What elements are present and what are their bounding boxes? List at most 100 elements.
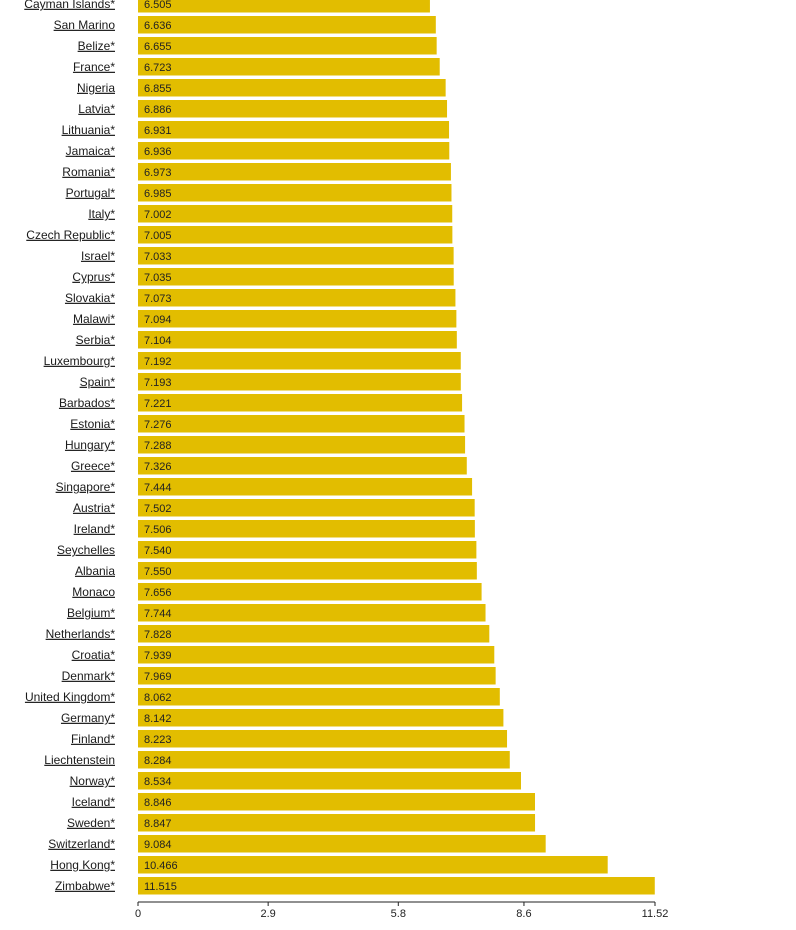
bar <box>138 877 655 895</box>
country-link[interactable]: San Marino <box>54 18 116 32</box>
country-link[interactable]: United Kingdom* <box>25 690 115 704</box>
country-link[interactable]: Czech Republic* <box>26 228 115 242</box>
bar <box>138 373 461 391</box>
bar <box>138 226 453 244</box>
bar-value-label: 8.142 <box>144 713 172 725</box>
bar-value-label: 7.502 <box>144 503 172 515</box>
country-link[interactable]: Belgium* <box>67 606 115 620</box>
country-labels-group[interactable]: Cayman Islands* San Marino Belize* France* N… <box>24 0 115 893</box>
bar-value-label: 10.466 <box>144 860 178 872</box>
country-link[interactable]: Cayman Islands* <box>24 0 115 11</box>
bar <box>138 289 456 307</box>
country-link[interactable]: Seychelles <box>57 543 115 557</box>
country-link[interactable]: Austria* <box>73 501 115 515</box>
country-link[interactable]: Malawi* <box>73 312 115 326</box>
bar-value-label: 11.515 <box>144 881 177 893</box>
bar-value-label: 7.094 <box>144 314 172 326</box>
country-link[interactable]: Israel* <box>81 249 115 263</box>
bar <box>138 352 461 370</box>
bar <box>138 184 452 202</box>
bar-value-label: 7.656 <box>144 587 172 599</box>
bar <box>138 121 450 139</box>
country-link[interactable]: Monaco <box>72 585 115 599</box>
bar-value-label: 7.288 <box>144 440 172 452</box>
country-link[interactable]: Zimbabwe* <box>55 879 115 893</box>
country-link[interactable]: Jamaica* <box>66 144 116 158</box>
bar-value-label: 8.846 <box>144 797 172 809</box>
bar <box>138 499 475 517</box>
bar <box>138 625 490 643</box>
country-link[interactable]: Netherlands* <box>46 627 116 641</box>
bar-value-label: 6.931 <box>144 125 172 137</box>
country-link[interactable]: Barbados* <box>59 396 115 410</box>
bar <box>138 415 465 433</box>
country-link[interactable]: Switzerland* <box>48 837 115 851</box>
country-link[interactable]: Albania <box>75 564 115 578</box>
bar <box>138 583 482 601</box>
bar <box>138 58 440 76</box>
bar-value-label: 7.276 <box>144 419 172 431</box>
country-link[interactable]: Norway* <box>70 774 116 788</box>
bar-value-label: 8.062 <box>144 692 172 704</box>
bar-value-label: 6.985 <box>144 188 172 200</box>
country-link[interactable]: Slovakia* <box>65 291 115 305</box>
bar <box>138 541 477 559</box>
country-link[interactable]: Sweden* <box>67 816 115 830</box>
bar <box>138 562 477 580</box>
country-link[interactable]: Hungary* <box>65 438 115 452</box>
country-link[interactable]: Latvia* <box>78 102 115 116</box>
country-link[interactable]: Belize* <box>78 39 116 53</box>
country-link[interactable]: Germany* <box>61 711 115 725</box>
x-tick-label: 5.8 <box>391 908 406 920</box>
bar <box>138 331 457 349</box>
country-link[interactable]: Romania* <box>62 165 115 179</box>
country-link[interactable]: Singapore* <box>56 480 116 494</box>
bar-value-label: 7.506 <box>144 524 172 536</box>
bar <box>138 709 504 727</box>
bar <box>138 0 430 13</box>
bar <box>138 16 436 34</box>
country-link[interactable]: Ireland* <box>74 522 116 536</box>
x-tick-label: 8.6 <box>516 908 531 920</box>
country-link[interactable]: Estonia* <box>70 417 115 431</box>
bar <box>138 667 496 685</box>
country-link[interactable]: Portugal* <box>66 186 116 200</box>
bar-value-label: 7.969 <box>144 671 172 683</box>
country-link[interactable]: Nigeria <box>77 81 115 95</box>
country-link[interactable]: Italy* <box>88 207 115 221</box>
bar-value-label: 7.744 <box>144 608 172 620</box>
country-link[interactable]: France* <box>73 60 115 74</box>
country-link[interactable]: Cyprus* <box>72 270 115 284</box>
bar-value-label: 7.939 <box>144 650 172 662</box>
bar-value-label: 7.444 <box>144 482 172 494</box>
bar <box>138 100 448 118</box>
country-link[interactable]: Spain* <box>80 375 116 389</box>
x-tick-label: 2.9 <box>260 908 275 920</box>
country-link[interactable]: Denmark* <box>62 669 116 683</box>
bar <box>138 457 467 475</box>
bar <box>138 814 536 832</box>
x-tick-label: 0 <box>135 908 141 920</box>
bar-value-label: 6.723 <box>144 62 172 74</box>
country-link[interactable]: Iceland* <box>72 795 116 809</box>
bar <box>138 793 535 811</box>
bar-value-label: 7.035 <box>144 272 172 284</box>
country-link[interactable]: Hong Kong* <box>50 858 115 872</box>
country-link[interactable]: Luxembourg* <box>44 354 116 368</box>
bar <box>138 247 454 265</box>
country-link[interactable]: Finland* <box>71 732 115 746</box>
bar-value-label: 7.326 <box>144 461 172 473</box>
country-link[interactable]: Serbia* <box>76 333 116 347</box>
bar-value-label: 8.534 <box>144 776 172 788</box>
bar-value-label: 7.221 <box>144 398 172 410</box>
bar <box>138 520 475 538</box>
country-link[interactable]: Greece* <box>71 459 115 473</box>
country-link[interactable]: Lithuania* <box>62 123 116 137</box>
bar-value-label: 7.550 <box>144 566 172 578</box>
bar-value-label: 7.193 <box>144 377 172 389</box>
country-link[interactable]: Liechtenstein <box>44 753 115 767</box>
country-link[interactable]: Croatia* <box>72 648 116 662</box>
bar-value-label: 8.284 <box>144 755 172 767</box>
bar <box>138 478 473 496</box>
